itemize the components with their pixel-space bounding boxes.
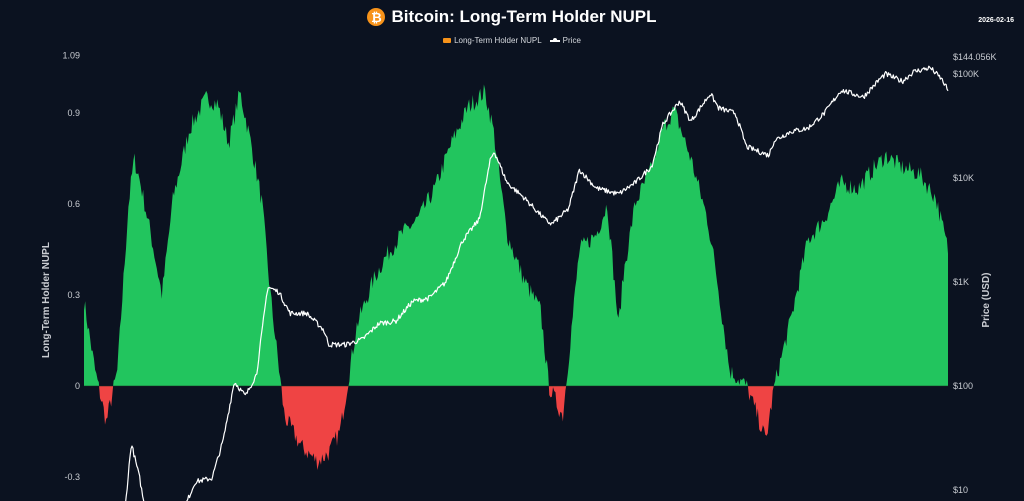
left-axis-title: Long-Term Holder NUPL <box>41 242 52 358</box>
right-tick-label: $144.056K <box>953 52 997 62</box>
legend-label-price: Price <box>562 36 581 45</box>
right-tick-label: $100 <box>953 381 973 391</box>
date-stamp: 2026-02-16 <box>978 17 1014 24</box>
price-layer <box>125 65 949 501</box>
left-tick-label: 0.9 <box>67 108 80 118</box>
left-tick-label: -0.3 <box>64 472 80 482</box>
nupl-area-layer <box>84 84 948 470</box>
left-tick-label: 0 <box>75 381 80 391</box>
legend-item-price[interactable]: Price <box>549 36 581 45</box>
chart-title-text: Bitcoin: Long-Term Holder NUPL <box>391 7 657 26</box>
right-tick-label: $10K <box>953 173 974 183</box>
legend-swatch-price <box>549 38 560 42</box>
right-axis-title: Price (USD) <box>981 272 992 327</box>
legend-item-nupl[interactable]: Long-Term Holder NUPL <box>443 36 542 45</box>
left-tick-label: 0.6 <box>67 199 80 209</box>
right-tick-label: $100K <box>953 69 979 79</box>
nupl-area-positive <box>84 84 948 386</box>
legend-label-nupl: Long-Term Holder NUPL <box>454 36 542 45</box>
price-line <box>125 65 949 501</box>
legend-swatch-nupl <box>443 38 452 43</box>
bitcoin-icon: ₿ <box>367 8 386 26</box>
left-tick-label: 1.09 <box>62 50 80 60</box>
right-tick-label: $10 <box>953 485 968 495</box>
right-axis: $10 $100 $1K $10K $100K $144.056K <box>953 52 997 495</box>
chart-title: ₿ Bitcoin: Long-Term Holder NUPL <box>0 7 1024 27</box>
nupl-area-negative <box>84 386 948 470</box>
left-axis: -0.3 0 0.3 0.6 0.9 1.09 <box>62 50 80 482</box>
left-tick-label: 0.3 <box>67 290 80 300</box>
legend: Long-Term Holder NUPL Price <box>0 36 1024 45</box>
right-tick-label: $1K <box>953 277 969 287</box>
